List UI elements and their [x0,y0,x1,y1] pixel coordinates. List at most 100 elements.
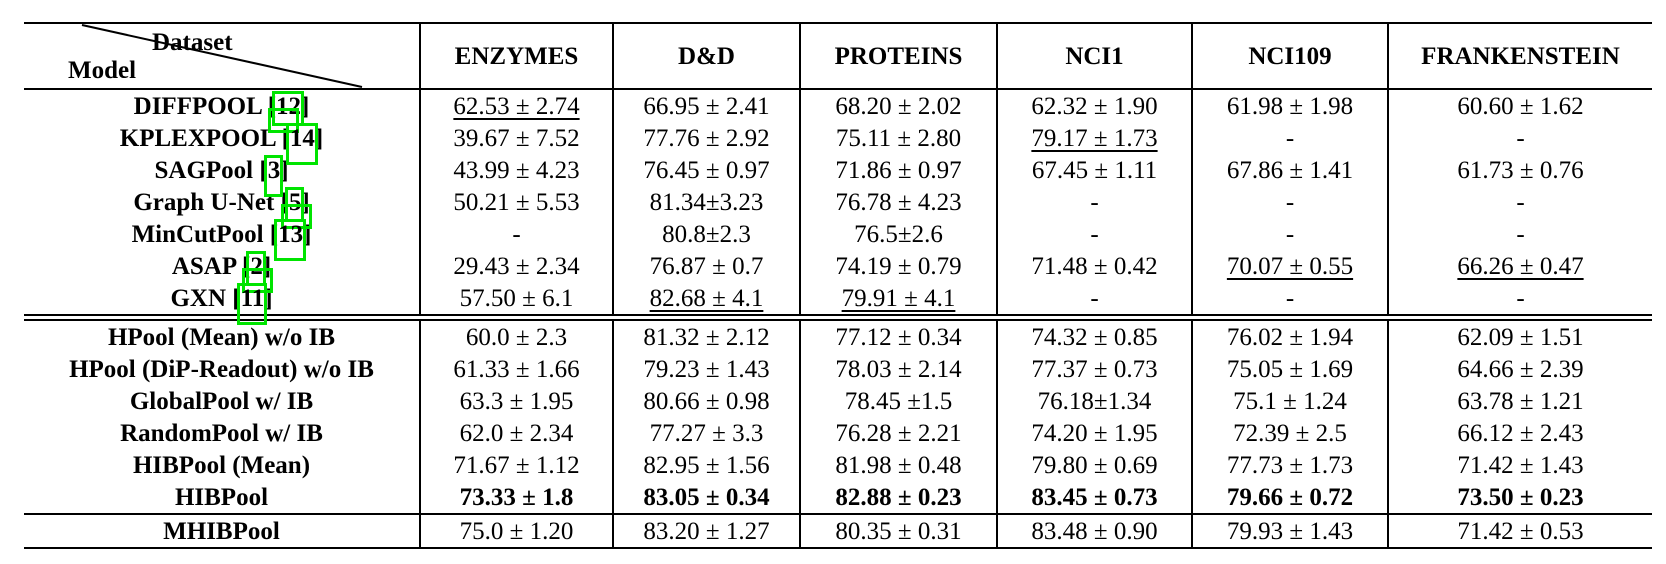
metric-value: 83.20 ± 1.27 [643,517,770,545]
metric-value: 62.09 ± 1.51 [1457,323,1584,351]
value-cell: 76.5±2.6 [799,218,997,250]
model-name: MHIBPool [163,517,280,545]
metric-value: 71.67 ± 1.12 [453,451,580,479]
citation-link[interactable]: 3 [263,154,283,197]
value-cell: 82.88 ± 0.23 [799,481,997,514]
value-cell: 77.73 ± 1.73 [1191,449,1388,481]
value-cell: 83.45 ± 0.73 [996,481,1192,514]
model-cell: ASAP [2] [171,250,273,293]
metric-value: 57.50 ± 6.1 [459,284,574,312]
metric-value: 77.37 ± 0.73 [1031,355,1158,383]
table-row: HPool (DiP-Readout) w/o IB 61.33 ± 1.66 79… [24,353,1652,385]
metric-value: 77.27 ± 3.3 [649,419,764,447]
metric-value: - [1516,124,1525,152]
metric-value: 82.68 ± 4.1 [649,284,764,312]
value-cell: - [996,186,1192,218]
value-cell: 82.95 ± 1.56 [612,449,800,481]
value-cell: 76.28 ± 2.21 [799,417,997,449]
model-name: ASAP [171,252,236,280]
value-cell: 62.0 ± 2.34 [419,417,613,449]
value-cell: 74.32 ± 0.85 [996,314,1192,353]
metric-value: 76.18±1.34 [1037,387,1152,415]
citation-link[interactable]: 2 [242,250,273,293]
metric-value: - [1285,124,1295,152]
value-cell: 57.50 ± 6.1 [419,282,613,318]
value-cell: 76.78 ± 4.23 [799,186,997,218]
citation-link[interactable]: 14 [285,122,318,165]
value-cell: 67.45 ± 1.11 [996,154,1192,186]
value-cell: 71.42 ± 0.53 [1387,513,1652,549]
value-cell: 80.35 ± 0.31 [799,513,997,549]
value-cell: 78.45 ±1.5 [799,385,997,417]
metric-value: 64.66 ± 2.39 [1457,355,1584,383]
value-cell: - [996,218,1192,250]
model-name: HIBPool (Mean) [132,451,311,479]
value-cell: 81.34±3.23 [612,186,800,218]
metric-value: 80.35 ± 0.31 [835,517,962,545]
value-cell: 63.3 ± 1.95 [419,385,613,417]
citation-link[interactable]: 12 [268,90,305,133]
value-cell: 61.73 ± 0.76 [1387,154,1652,186]
value-cell: 73.33 ± 1.8 [419,481,613,514]
model-name: GXN [170,284,227,312]
metric-value: - [1516,220,1525,248]
value-cell: 82.68 ± 4.1 [612,282,800,318]
value-cell: 71.86 ± 0.97 [799,154,997,186]
value-cell: 70.07 ± 0.55 [1191,250,1388,282]
column-header-nci1: NCI1 [996,22,1192,90]
value-cell: 66.95 ± 2.41 [612,89,800,122]
model-name: HIBPool [174,483,269,511]
value-cell: 76.87 ± 0.7 [612,250,800,282]
metric-value: 82.95 ± 1.56 [643,451,770,479]
metric-value: 82.88 ± 0.23 [835,483,962,511]
metric-value: 67.86 ± 1.41 [1226,156,1354,184]
value-cell: 64.66 ± 2.39 [1387,353,1652,385]
metric-value: 76.45 ± 0.97 [643,156,770,184]
citation-link[interactable]: 11 [236,282,267,325]
model-name: Graph U-Net [133,188,275,216]
metric-value: 73.33 ± 1.8 [459,483,574,511]
model-name: RandomPool w/ IB [120,419,323,447]
value-cell: 75.1 ± 1.24 [1191,385,1388,417]
model-cell: HIBPool (Mean) [24,449,420,481]
model-name: MinCutPool [131,220,264,248]
model-cell: MHIBPool [24,513,420,549]
value-cell: - [1387,218,1652,250]
model-name: GlobalPool w/ IB [129,387,314,415]
model-cell: HPool (Mean) w/o IB [24,314,420,353]
value-cell: 71.48 ± 0.42 [996,250,1192,282]
metric-value: 83.48 ± 0.90 [1031,517,1158,545]
table-row: GlobalPool w/ IB 63.3 ± 1.95 80.66 ± 0.98 7… [24,385,1652,417]
metric-value: - [1516,188,1525,216]
table-row: KPLEXPOOL [14] 39.67 ± 7.52 77.76 ± 2.92 75… [24,122,1652,165]
table-body: DIFFPOOL [12] 62.53 ± 2.74 66.95 ± 2.41 68.… [24,89,1652,549]
value-cell: 79.23 ± 1.43 [612,353,800,385]
value-cell: 66.12 ± 2.43 [1387,417,1652,449]
model-cell: HPool (DiP-Readout) w/o IB [24,353,420,385]
metric-value: - [1090,188,1099,216]
metric-value: 29.43 ± 2.34 [453,252,580,280]
value-cell: 72.39 ± 2.5 [1191,417,1388,449]
citation-link[interactable]: 5 [281,186,311,229]
value-cell: 80.8±2.3 [612,218,800,250]
column-header-dd: D&D [612,22,800,90]
metric-value: 76.02 ± 1.94 [1226,323,1354,351]
metric-value: 43.99 ± 4.23 [453,156,580,184]
value-cell: 79.80 ± 0.69 [996,449,1192,481]
metric-value: - [512,220,521,248]
metric-value: 71.86 ± 0.97 [835,156,962,184]
column-header-enzymes: ENZYMES [419,22,613,90]
value-cell: 29.43 ± 2.34 [419,250,613,282]
value-cell: 75.05 ± 1.69 [1191,353,1388,385]
table-row: HIBPool (Mean) 71.67 ± 1.12 82.95 ± 1.56 81… [24,449,1652,481]
metric-value: 81.34±3.23 [649,188,764,216]
metric-value: 79.93 ± 1.43 [1226,517,1354,545]
value-cell: 77.12 ± 0.34 [799,314,997,353]
citation-link[interactable]: 13 [274,218,307,261]
metric-value: 75.11 ± 2.80 [835,124,962,152]
value-cell: - [1387,282,1652,318]
header-row: Dataset Model ENZYMES D&D PROTEINS NCI1 … [24,22,1652,90]
value-cell: 83.20 ± 1.27 [612,513,800,549]
value-cell: 77.37 ± 0.73 [996,353,1192,385]
model-name: HPool (DiP-Readout) w/o IB [69,355,374,383]
